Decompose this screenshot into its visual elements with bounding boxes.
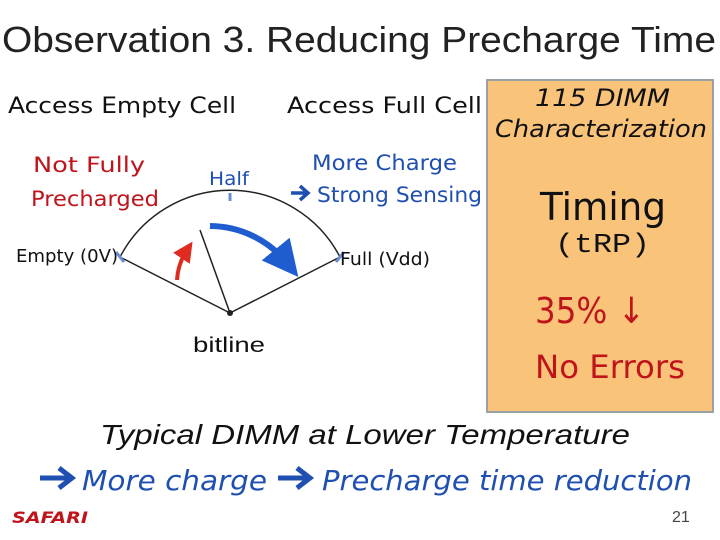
arrow-icon — [278, 466, 315, 490]
implication: Precharge time reduction — [322, 464, 692, 497]
red-arrow — [173, 241, 193, 281]
not-fully-label: Precharged — [31, 187, 159, 211]
middle-heading: Access Full Cell — [287, 94, 482, 119]
more-charge: More Charge — [312, 151, 457, 175]
left-heading: Access Empty Cell — [8, 94, 236, 119]
half-label: Half — [209, 168, 250, 190]
logo: SAFARI — [12, 508, 88, 527]
empty-label: Empty (0V) — [16, 246, 118, 267]
implication: More charge — [82, 464, 267, 497]
tick — [114, 251, 126, 263]
dial-line — [199, 229, 231, 314]
conclusion: Typical DIMM at Lower Temperature — [100, 419, 630, 450]
not-fully-label: Not Fully — [33, 153, 145, 177]
dial-center — [227, 310, 233, 316]
timing: Timing — [539, 185, 666, 229]
title: Observation 3. Reducing Precharge Time — [2, 19, 716, 60]
dial-line — [119, 256, 231, 314]
blue-arrow — [209, 223, 299, 277]
strong-sensing: Strong Sensing — [317, 183, 482, 207]
arrow-icon — [291, 184, 311, 202]
arrow-icon — [40, 466, 77, 490]
page-number: 21 — [672, 509, 690, 526]
tick — [334, 251, 346, 263]
reduction: 35% ↓ — [535, 291, 645, 332]
box-heading: 115 DIMM — [535, 84, 670, 112]
dial-arc — [119, 189, 341, 258]
timing-param: (tRP) — [555, 231, 650, 261]
result-box — [486, 79, 714, 413]
no-errors: No Errors — [535, 348, 685, 386]
dial-line — [229, 256, 341, 314]
bitline-label: bitline — [193, 334, 265, 357]
box-heading: Characterization — [495, 115, 707, 143]
full-label: Full (Vdd) — [340, 249, 430, 270]
